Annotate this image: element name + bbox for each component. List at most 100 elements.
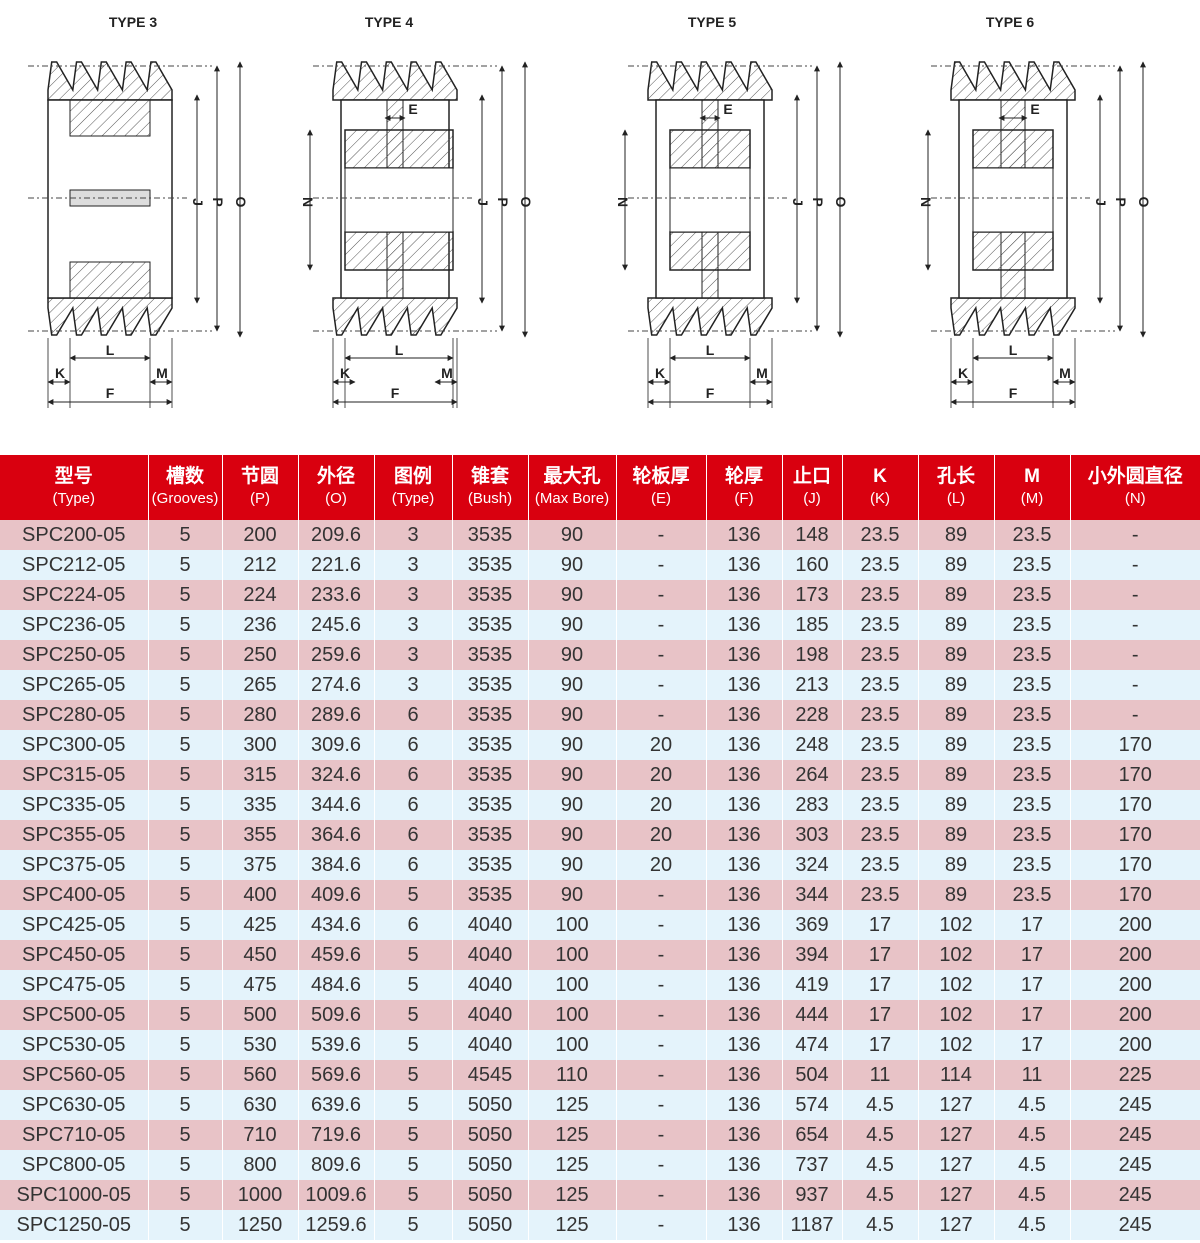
header-en: (Grooves): [151, 489, 219, 507]
table-cell: 228: [782, 700, 843, 730]
table-cell: 23.5: [994, 550, 1071, 580]
table-cell: 245: [1070, 1210, 1200, 1240]
table-cell: SPC265-05: [0, 670, 149, 700]
table-cell: 136: [706, 730, 783, 760]
table-row: SPC280-05 5 280 289.6 6 3535 90-136 228 23.5 89 23…: [0, 700, 1200, 730]
table-cell: -: [1070, 580, 1200, 610]
table-cell: 236: [222, 610, 299, 640]
dimension-label-L: L: [706, 342, 715, 358]
table-cell: 198: [782, 640, 843, 670]
column-header: 型号 (Type): [0, 455, 149, 520]
table-cell: 213: [782, 670, 843, 700]
table-cell: SPC236-05: [0, 610, 149, 640]
table-cell: -: [616, 940, 707, 970]
table-cell: 209.6: [298, 520, 375, 550]
table-cell: SPC200-05: [0, 520, 149, 550]
table-row: SPC710-05 5 710 719.6 5 5050 125-136 654 4.5 127 4…: [0, 1120, 1200, 1150]
table-row: SPC425-05 5 425 434.6 6 4040 100-136 369 17 102 17…: [0, 910, 1200, 940]
table-cell: 710: [222, 1120, 299, 1150]
table-cell: 170: [1070, 880, 1200, 910]
table-cell: 324: [782, 850, 843, 880]
table-cell: 160: [782, 550, 843, 580]
table-row: SPC475-05 5 475 484.6 5 4040 100-136 419 17 102 17…: [0, 970, 1200, 1000]
header-en: (F): [734, 489, 754, 507]
table-cell: 200: [222, 520, 299, 550]
table-cell: 5: [148, 550, 223, 580]
table-cell: 3535: [452, 610, 529, 640]
table-cell: 474: [782, 1030, 843, 1060]
table-cell: 569.6: [298, 1060, 375, 1090]
table-row: SPC236-05 5 236 245.6 3 3535 90-136 185 23.5 89 23…: [0, 610, 1200, 640]
table-cell: 444: [782, 1000, 843, 1030]
column-header: K (K): [842, 455, 919, 520]
table-cell: 23.5: [842, 670, 919, 700]
table-cell: 170: [1070, 760, 1200, 790]
table-cell: 4.5: [994, 1090, 1071, 1120]
table-row: SPC530-05 5 530 539.6 5 4040 100-136 474 17 102 17…: [0, 1030, 1200, 1060]
table-cell: 127: [918, 1180, 995, 1210]
table-cell: 5: [148, 1210, 223, 1240]
table-cell: SPC800-05: [0, 1150, 149, 1180]
table-cell: 23.5: [994, 520, 1071, 550]
table-cell: 102: [918, 1000, 995, 1030]
table-cell: 4.5: [994, 1150, 1071, 1180]
table-row: SPC355-05 5 355 364.6 6 3535 90 20 136 303 23.5 89 2…: [0, 820, 1200, 850]
table-cell: 3535: [452, 520, 529, 550]
type3-title: TYPE 3: [108, 14, 158, 30]
dimension-label-M: M: [1059, 365, 1071, 381]
table-cell: 6: [374, 820, 453, 850]
table-cell: 4.5: [994, 1120, 1071, 1150]
column-header: 节圆 (P): [222, 455, 299, 520]
table-cell: 212: [222, 550, 299, 580]
table-cell: 4040: [452, 970, 529, 1000]
table-row: SPC335-05 5 335 344.6 6 3535 90 20 136 283 23.5 89 2…: [0, 790, 1200, 820]
table-row: SPC450-05 5 450 459.6 5 4040 100-136 394 17 102 17…: [0, 940, 1200, 970]
column-header: 图例 (Type): [374, 455, 453, 520]
table-cell: 394: [782, 940, 843, 970]
table-cell: 344.6: [298, 790, 375, 820]
table-cell: SPC250-05: [0, 640, 149, 670]
table-cell: 375: [222, 850, 299, 880]
table-cell: 136: [706, 910, 783, 940]
pulley-diagram-type3: J P O L K M F: [28, 61, 249, 408]
header-zh: 小外圆直径: [1087, 465, 1183, 487]
table-cell: 4040: [452, 910, 529, 940]
header-en: (J): [803, 489, 821, 507]
dimension-label-M: M: [441, 365, 453, 381]
table-cell: -: [616, 670, 707, 700]
table-cell: 136: [706, 1090, 783, 1120]
table-cell: SPC280-05: [0, 700, 149, 730]
table-cell: 5: [148, 1000, 223, 1030]
table-cell: SPC335-05: [0, 790, 149, 820]
table-cell: 5: [148, 1120, 223, 1150]
table-cell: 136: [706, 1120, 783, 1150]
table-cell: 4.5: [842, 1120, 919, 1150]
table-cell: 4.5: [994, 1210, 1071, 1240]
table-cell: 136: [706, 850, 783, 880]
table-cell: 89: [918, 880, 995, 910]
table-cell: 5: [148, 730, 223, 760]
table-cell: -: [616, 550, 707, 580]
table-cell: 17: [842, 940, 919, 970]
table-cell: 335: [222, 790, 299, 820]
table-cell: 20: [616, 820, 707, 850]
table-cell: 434.6: [298, 910, 375, 940]
table-cell: 102: [918, 940, 995, 970]
header-zh: 型号: [54, 465, 93, 487]
table-cell: 20: [616, 730, 707, 760]
table-cell: -: [616, 1180, 707, 1210]
type6-title: TYPE 6: [985, 14, 1035, 30]
table-cell: 6: [374, 730, 453, 760]
dimension-label-K: K: [958, 365, 968, 381]
table-cell: SPC400-05: [0, 880, 149, 910]
table-cell: 136: [706, 1150, 783, 1180]
header-en: (L): [946, 489, 966, 507]
table-cell: 5: [148, 760, 223, 790]
table-cell: 5: [148, 1150, 223, 1180]
table-cell: 5: [148, 820, 223, 850]
table-cell: -: [616, 1210, 707, 1240]
table-cell: 90: [528, 640, 617, 670]
table-cell: 5: [148, 610, 223, 640]
table-cell: 5050: [452, 1120, 529, 1150]
column-header: 轮板厚 (E): [616, 455, 707, 520]
